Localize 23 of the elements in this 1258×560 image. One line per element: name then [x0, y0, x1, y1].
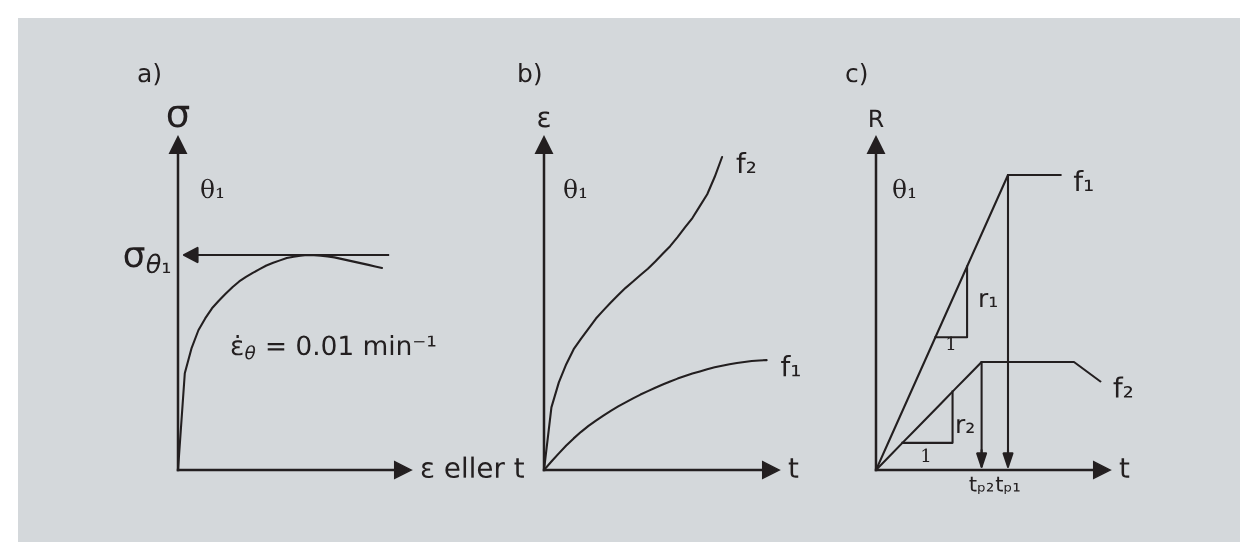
series-label: f₁ — [1073, 169, 1093, 192]
x-axis-title: ε eller t — [421, 456, 524, 479]
x-axis-title: t — [1119, 458, 1130, 478]
annotation: r₁ — [980, 292, 997, 307]
annotation: ε̇$_{θ}$ = 0.01 min⁻¹ — [231, 334, 436, 360]
x-axis-title: t — [788, 458, 799, 478]
chart-title: b) — [519, 63, 541, 86]
annotation: r₂ — [957, 418, 974, 433]
text: θ₁ — [201, 178, 224, 199]
annotation: θ₁ — [893, 178, 916, 199]
annotation: θ₁ — [564, 178, 587, 199]
series-label: f₂ — [736, 151, 756, 174]
ref-line-label: σ$_{θ₁}$ — [124, 247, 171, 274]
y-axis-title: R — [870, 109, 884, 127]
y-axis-title: σ — [167, 105, 190, 128]
x-tick-label: tₚ₂ — [969, 476, 994, 494]
series-label: f₁ — [781, 355, 800, 377]
y-axis-title: ε — [538, 111, 550, 128]
chart-title: a) — [138, 63, 160, 86]
chart-title: c) — [846, 63, 867, 86]
x-tick-label: tₚ₁ — [995, 476, 1020, 494]
annotation: 1 — [922, 448, 930, 462]
series-label: f₂ — [1113, 376, 1133, 398]
